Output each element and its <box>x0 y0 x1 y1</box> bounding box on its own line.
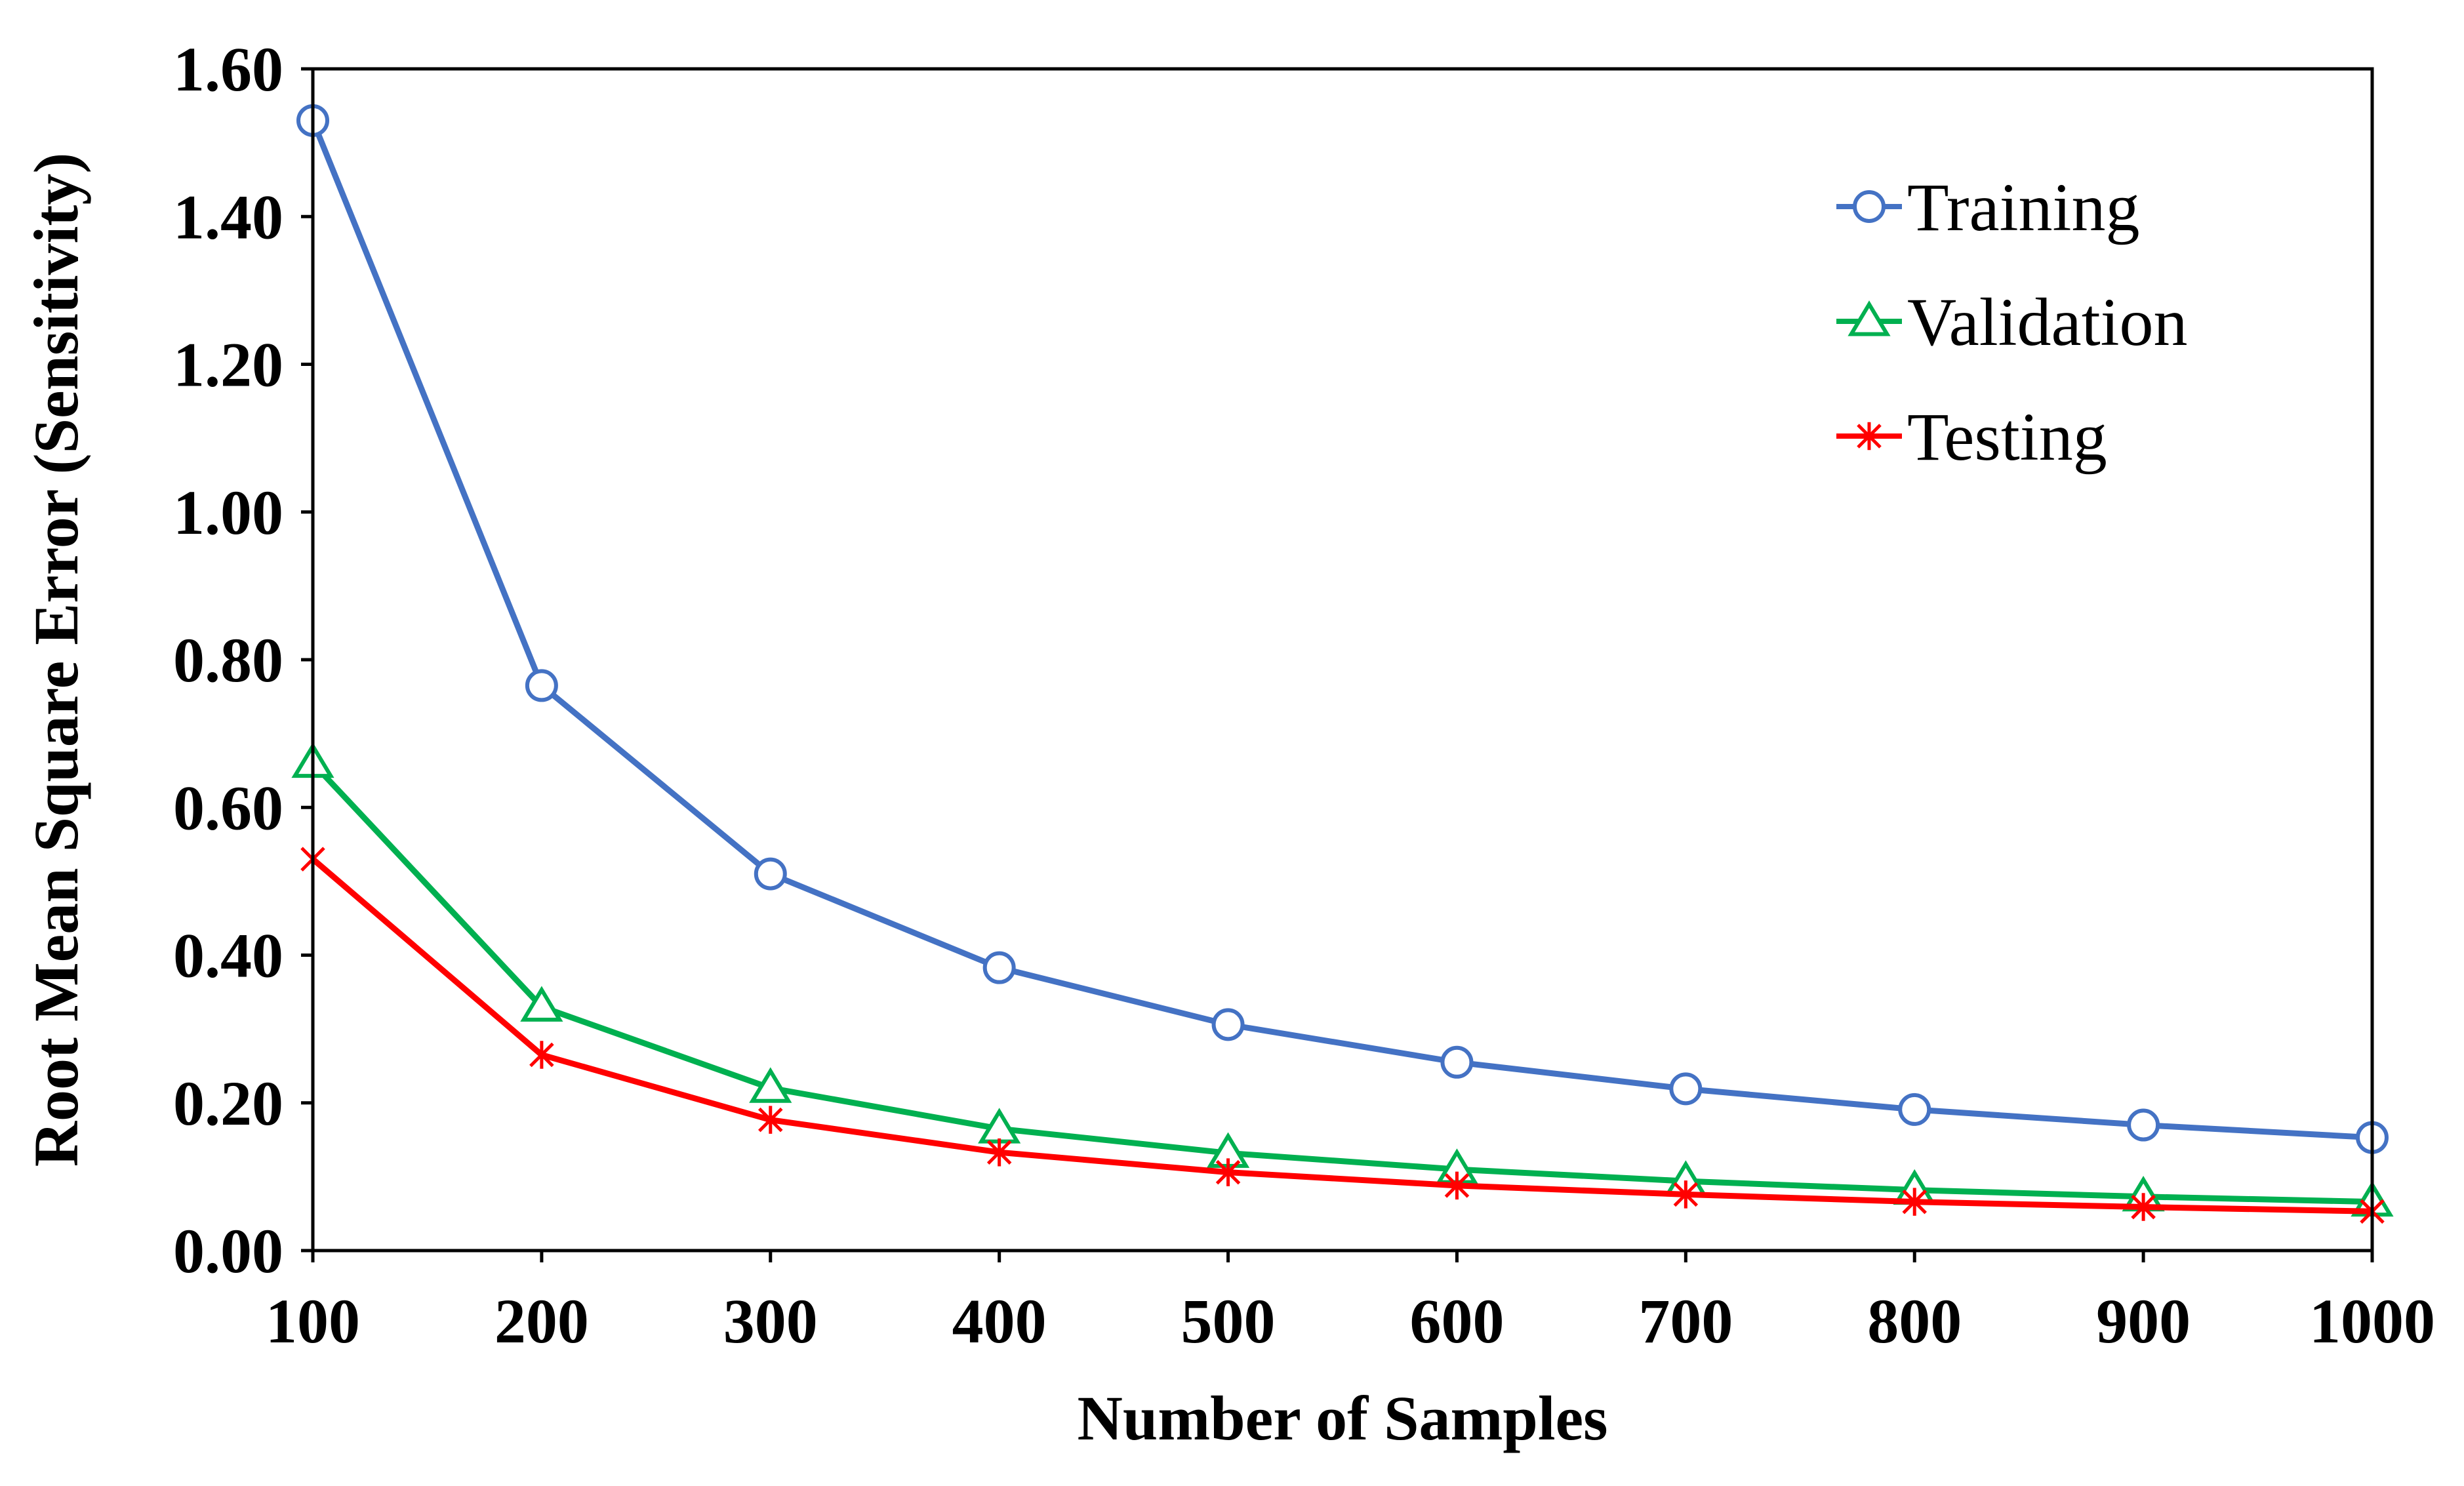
data-point-testing <box>1215 1158 1241 1186</box>
data-point-training <box>525 669 558 702</box>
data-point-testing <box>529 1041 554 1069</box>
series-testing <box>300 845 2385 1226</box>
data-point-training <box>754 857 787 891</box>
legend-marker-testing <box>1857 422 1882 451</box>
series-layer <box>291 104 2394 1226</box>
legend-label-validation: Validation <box>1907 285 2187 360</box>
legend-item-training: Training <box>1836 170 2139 245</box>
tick-layer: 100 200 300 400 500 600 700 800 900 1000 0.00 0.20 0… <box>173 34 2435 1356</box>
y-tick-label: 0.80 <box>173 625 283 695</box>
data-point-testing <box>1673 1180 1699 1209</box>
x-tick-label: 1000 <box>2309 1286 2435 1356</box>
data-point-training <box>1211 1008 1245 1041</box>
legend-marker-training <box>1853 190 1886 223</box>
x-tick-label: 400 <box>952 1286 1047 1356</box>
data-point-testing <box>2131 1193 2156 1221</box>
y-tick-label: 0.20 <box>173 1068 283 1138</box>
x-tick-label: 600 <box>1409 1286 1504 1356</box>
x-tick-label: 700 <box>1638 1286 1733 1356</box>
data-point-training <box>1669 1072 1703 1106</box>
y-axis-title: Root Mean Square Error (Sensitivity) <box>21 153 91 1167</box>
y-tick-label: 1.20 <box>173 330 283 400</box>
x-tick-label: 300 <box>723 1286 818 1356</box>
data-point-training <box>1898 1093 1931 1126</box>
data-point-validation <box>520 986 563 1022</box>
plot-frame <box>311 67 2374 1253</box>
x-tick-label: 100 <box>266 1286 360 1356</box>
data-point-testing <box>758 1106 783 1134</box>
data-point-testing <box>1902 1188 1927 1216</box>
data-point-training <box>982 951 1016 984</box>
y-tick-label: 0.60 <box>173 773 283 843</box>
data-point-testing <box>986 1138 1012 1167</box>
series-training <box>296 104 2389 1154</box>
legend-item-testing: Testing <box>1836 399 2107 475</box>
data-point-testing <box>1444 1171 1470 1200</box>
data-point-validation <box>749 1067 792 1103</box>
legend-item-validation: Validation <box>1836 285 2187 360</box>
x-tick-label: 500 <box>1181 1286 1276 1356</box>
data-point-training <box>2127 1108 2160 1142</box>
y-tick-label: 0.40 <box>173 921 283 991</box>
series-line-training <box>310 119 2373 1141</box>
series-line-validation <box>310 761 2373 1205</box>
x-tick-label: 800 <box>1867 1286 1962 1356</box>
legend-marker-validation <box>1848 300 1891 336</box>
series-line-testing <box>311 856 2373 1215</box>
x-tick-label: 200 <box>495 1286 589 1356</box>
y-tick-label: 1.40 <box>173 182 283 252</box>
y-tick-label: 1.00 <box>173 477 283 548</box>
legend-label-training: Training <box>1907 170 2139 245</box>
y-tick-label: 0.00 <box>173 1216 283 1286</box>
x-axis-title: Number of Samples <box>1078 1383 1608 1453</box>
series-validation <box>291 742 2394 1217</box>
legend-label-testing: Testing <box>1907 399 2107 475</box>
x-tick-label: 900 <box>2096 1286 2191 1356</box>
y-tick-label: 1.60 <box>173 34 283 104</box>
legend: Training Validation Testing <box>1836 170 2187 475</box>
data-point-training <box>1440 1045 1474 1079</box>
